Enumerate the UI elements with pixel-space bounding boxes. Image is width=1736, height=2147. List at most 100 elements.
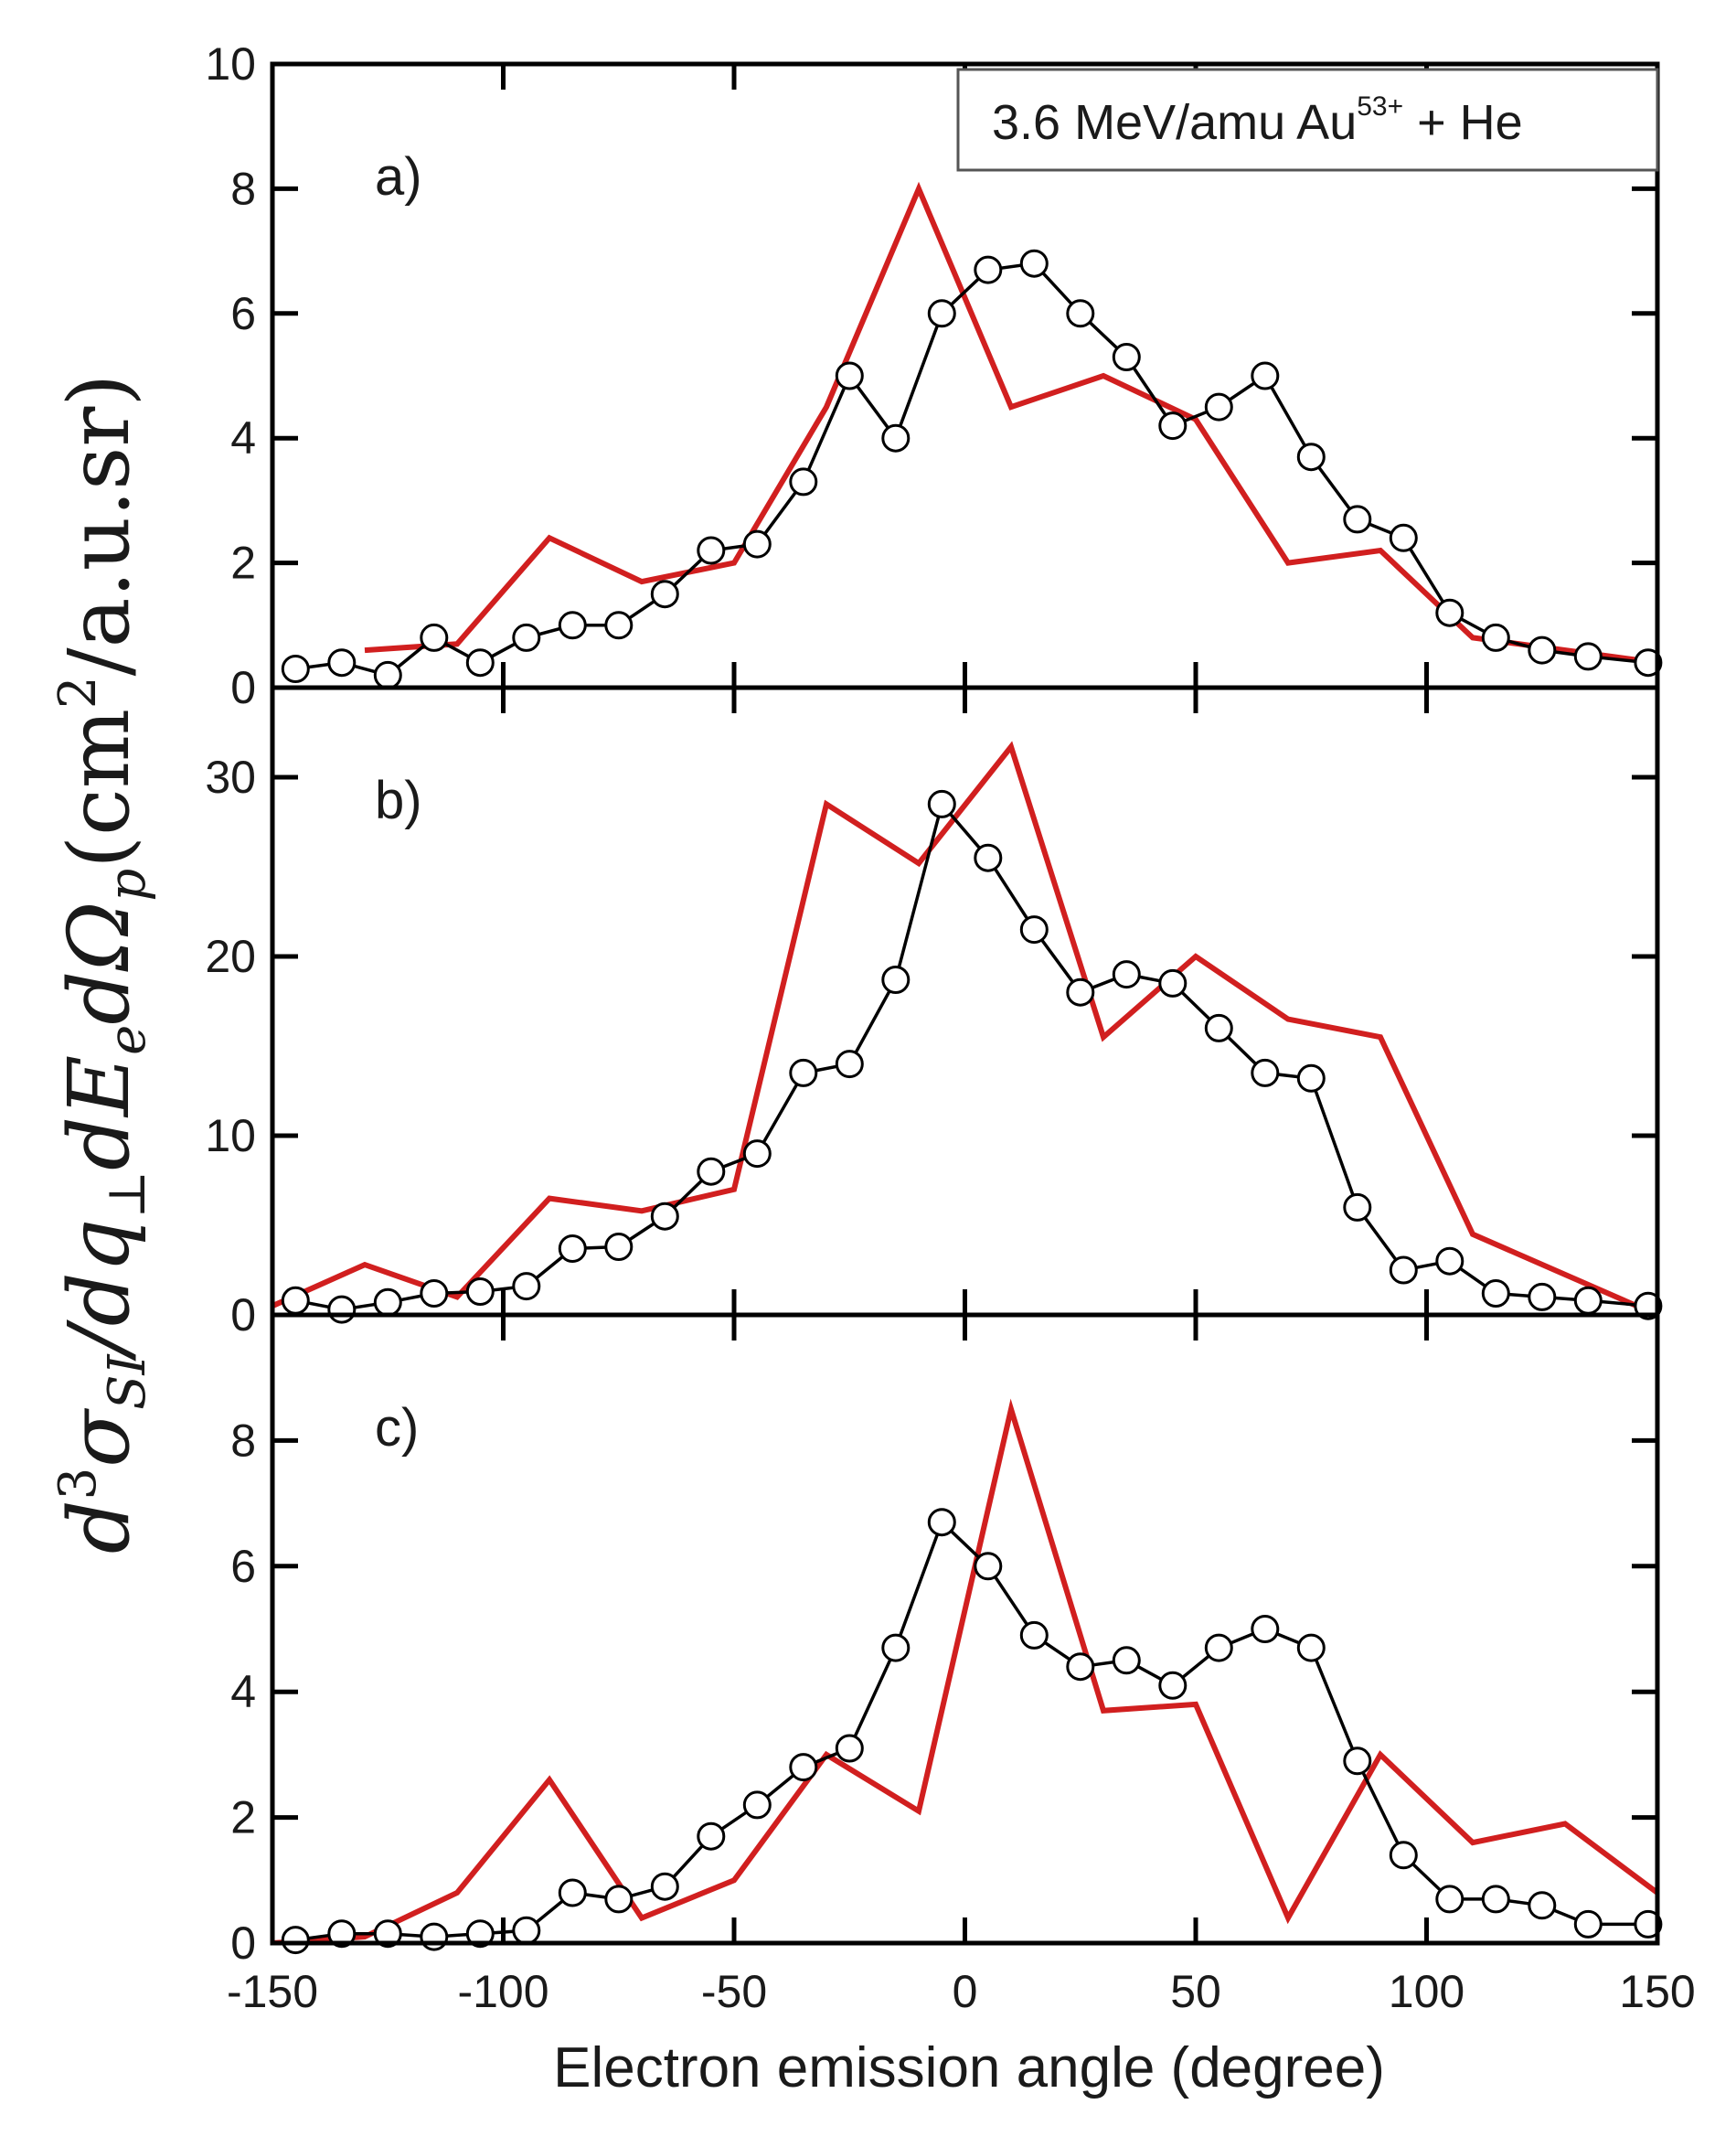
y-tick-label: 8 (230, 1415, 256, 1466)
y-tick-label: 2 (230, 1792, 256, 1843)
panel-label: b) (375, 771, 422, 830)
experiment-point (1204, 1633, 1233, 1662)
experiment-point (742, 529, 772, 559)
experiment-point (1481, 623, 1510, 652)
experiment-point (1112, 1646, 1141, 1675)
y-tick-label: 8 (230, 163, 256, 214)
experiment-point (835, 361, 864, 390)
x-tick-label: -150 (227, 1966, 318, 2017)
legend-text: 3.6 MeV/amu Au (992, 95, 1357, 150)
experiment-point (558, 1234, 587, 1263)
experiment-point (1435, 598, 1464, 627)
experiment-point (1296, 1063, 1326, 1093)
experiment-point (1019, 249, 1049, 278)
experiment-point (1573, 1286, 1603, 1315)
experiment-point (1528, 636, 1557, 665)
experiment-point (1573, 1909, 1603, 1939)
y-tick-label: 20 (205, 931, 256, 982)
experiment-point (1634, 648, 1663, 678)
y-tick-label: 0 (230, 662, 256, 713)
x-axis-label: Electron emission angle (degree) (553, 2036, 1385, 2099)
y-tick-label: 0 (230, 1917, 256, 1969)
experiment-point (697, 1157, 726, 1186)
experiment-point (927, 299, 956, 328)
experiment-point (789, 467, 818, 497)
experiment-point (1528, 1891, 1557, 1920)
experiment-point (650, 1202, 679, 1231)
experiment-point (373, 1919, 402, 1949)
experiment-point (465, 648, 495, 678)
experiment-point (927, 1508, 956, 1537)
y-tick-label: 30 (205, 752, 256, 803)
x-tick-label: -50 (701, 1966, 767, 2017)
experiment-point (974, 1552, 1003, 1581)
panel-label: a) (375, 147, 422, 207)
experiment-point (1634, 1291, 1663, 1320)
experiment-point (1435, 1885, 1464, 1914)
experiment-point (558, 1878, 587, 1907)
x-tick-label: 100 (1389, 1966, 1464, 2017)
experiment-point (1158, 968, 1188, 998)
experiment-point (1066, 1652, 1095, 1682)
experiment-point (1481, 1279, 1510, 1308)
experiment-point (789, 1058, 818, 1087)
x-tick-label: 150 (1619, 1966, 1695, 2017)
y-tick-label: 4 (230, 412, 256, 464)
panel-label: c) (375, 1398, 419, 1458)
experiment-point (281, 1926, 310, 1955)
experiment-point (373, 1287, 402, 1317)
experiment-point (1158, 411, 1188, 441)
experiment-point (650, 580, 679, 609)
experiment-point (1251, 361, 1280, 390)
experiment-point (281, 655, 310, 683)
experiment-point (512, 1916, 541, 1945)
experiment-point (558, 611, 587, 640)
experiment-point (604, 1233, 634, 1261)
experiment-point (420, 1279, 449, 1308)
experiment-point (835, 1734, 864, 1763)
experiment-point (1573, 642, 1603, 671)
legend-label: 3.6 MeV/amu Au53+ + He (992, 91, 1523, 150)
experiment-point (512, 623, 541, 652)
experiment-point (1204, 392, 1233, 422)
experiment-point (650, 1872, 679, 1901)
experiment-point (465, 1277, 495, 1306)
experiment-point (789, 1753, 818, 1782)
theory-line (364, 181, 1657, 666)
experiment-point (1251, 1615, 1280, 1643)
y-tick-label: 0 (230, 1289, 256, 1341)
experiment-point (327, 1295, 357, 1324)
experiment-point (373, 660, 402, 689)
legend-suffix: + He (1403, 95, 1523, 150)
legend-superscript: 53+ (1357, 91, 1403, 122)
legend: 3.6 MeV/amu Au53+ + He (956, 68, 1659, 172)
experiment-point (835, 1050, 864, 1079)
experiment-point (1251, 1058, 1280, 1087)
experiment-point (1204, 1013, 1233, 1042)
experiment-point (1112, 343, 1141, 371)
panel-b: 0 10 20 30 b) (205, 685, 1663, 1341)
experiment-point (1296, 1633, 1326, 1662)
chart-panels: 0 2 4 6 8 10 a) 0 10 20 30 b) 0 2 4 6 8 c) -150 -100 -50 0 50 1… (205, 38, 1695, 2017)
experiment-point (1343, 505, 1372, 534)
experiment-point (1019, 1620, 1049, 1650)
experiment-point (327, 1919, 357, 1949)
y-tick-label: 6 (230, 288, 256, 339)
experiment-point (881, 423, 911, 453)
experiment-point (1066, 977, 1095, 1007)
theory-line (272, 1398, 1657, 1943)
panel-c: 0 2 4 6 8 c) (230, 1312, 1663, 1969)
experiment-point (742, 1139, 772, 1169)
experiment-point (974, 255, 1003, 284)
experiment-point (1481, 1885, 1510, 1914)
experiment-point (1389, 1255, 1418, 1285)
x-tick-label: 50 (1170, 1966, 1221, 2017)
x-tick-label: -100 (457, 1966, 548, 2017)
experiment-point (281, 1286, 310, 1315)
experiment-point (1019, 915, 1049, 945)
panel-frame (270, 1312, 1660, 1946)
experiment-point (1158, 1671, 1188, 1700)
experiment-point (927, 789, 956, 818)
experiment-point (742, 1790, 772, 1820)
